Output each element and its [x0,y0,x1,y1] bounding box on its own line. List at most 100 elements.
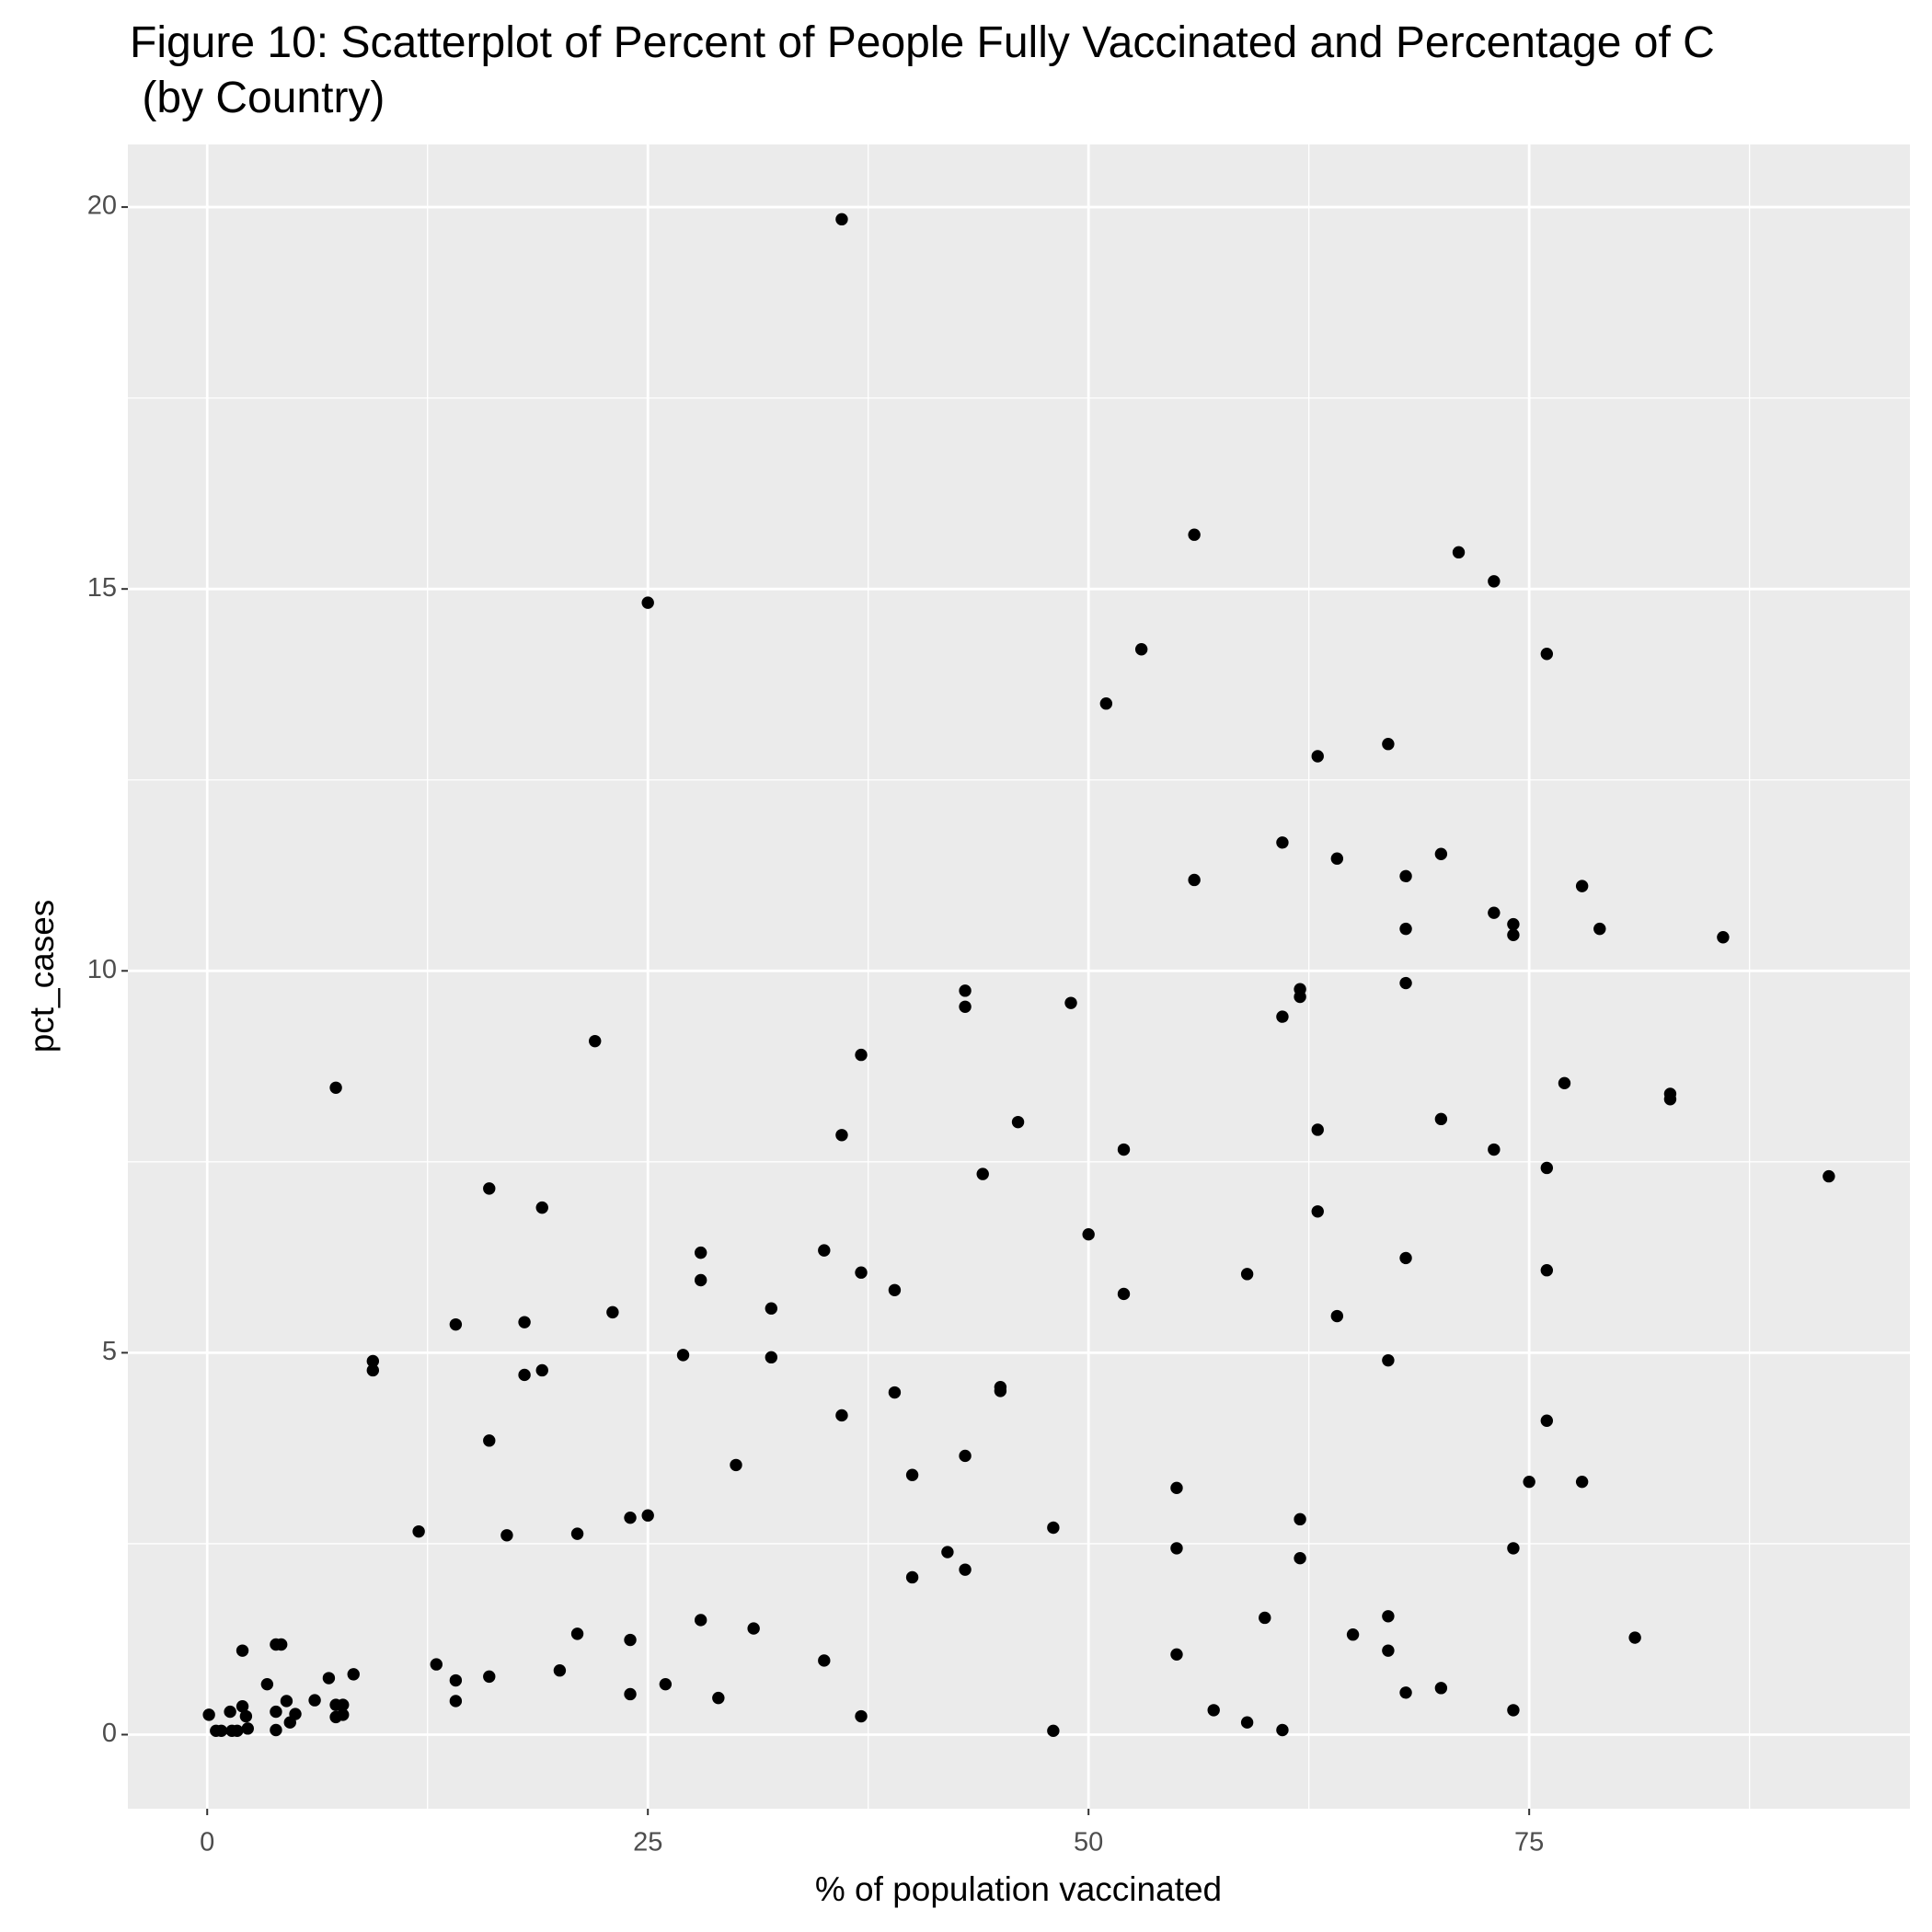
point [241,1722,254,1735]
point [483,1182,496,1195]
point [1452,546,1466,559]
point [959,1000,972,1013]
point [1663,1093,1677,1106]
y-tick-label: 10 [87,955,117,984]
point [959,1563,972,1576]
point [1540,648,1554,661]
point [1540,1414,1554,1427]
point [1259,1611,1271,1625]
x-tick-label: 25 [633,1828,662,1857]
y-tick-label: 0 [102,1719,117,1748]
point [366,1354,380,1368]
point [959,984,972,997]
x-tick-label: 50 [1074,1828,1103,1857]
point [500,1529,513,1542]
point [694,1614,707,1627]
point [1240,1716,1254,1729]
point [606,1305,619,1319]
point [1507,917,1520,931]
point [1188,528,1201,541]
point [835,213,848,226]
point [888,1386,902,1399]
point [274,1638,288,1651]
x-tick-label: 75 [1514,1828,1544,1857]
point [1399,1686,1412,1699]
point [1188,873,1201,887]
point [1047,1521,1060,1535]
point [1134,643,1148,656]
point [888,1283,902,1296]
point [1540,1264,1554,1277]
point [483,1434,496,1447]
point [712,1691,725,1705]
point [347,1668,360,1681]
point [449,1317,463,1331]
point [1523,1475,1535,1489]
point [1434,1682,1448,1695]
point [959,1449,972,1463]
point [659,1677,673,1691]
point [1488,575,1501,588]
point [1294,990,1306,1004]
point [905,1468,919,1481]
point [1099,697,1113,710]
point [976,1167,989,1180]
y-tick-label: 5 [102,1337,117,1366]
point [236,1644,249,1657]
point [430,1658,443,1671]
point [1507,1704,1520,1717]
point [1593,922,1606,936]
point [1346,1628,1360,1641]
point [1382,1353,1395,1367]
y-tick-label: 20 [87,191,117,221]
point [1276,1723,1289,1737]
point [289,1708,302,1720]
point [905,1570,919,1584]
point [570,1627,584,1640]
point [694,1246,707,1259]
point [1575,880,1589,892]
point [624,1511,637,1524]
y-tick-label: 15 [87,573,117,603]
x-tick-label: 0 [200,1828,214,1857]
point [1240,1268,1254,1281]
point [676,1349,690,1362]
point [1488,1143,1501,1156]
point [835,1409,848,1422]
point [730,1458,742,1472]
point [1488,906,1501,919]
panel [128,144,1910,1809]
point [818,1244,831,1257]
point [1170,1481,1183,1495]
point [1330,1309,1344,1323]
point [1170,1648,1183,1662]
point [589,1034,602,1048]
point [337,1708,350,1721]
point [1382,738,1395,751]
point [449,1673,463,1687]
point [1399,1251,1412,1265]
y-axis-title: pct_cases [23,900,61,1053]
point [835,1129,848,1142]
point [1170,1542,1183,1555]
point [570,1527,584,1540]
point [1276,1010,1289,1023]
point [1011,1115,1025,1129]
point [855,1048,868,1062]
point [518,1316,531,1328]
point [518,1368,531,1382]
point [1047,1724,1060,1738]
point [1294,1512,1306,1526]
point [1311,750,1324,763]
point [483,1670,496,1684]
point [1628,1631,1641,1644]
point [994,1385,1007,1397]
point [239,1709,253,1723]
point [1330,852,1344,865]
point [855,1266,868,1279]
point [1434,1112,1448,1126]
point [641,1509,654,1522]
point [270,1705,282,1719]
point [322,1672,336,1685]
point [765,1302,778,1315]
